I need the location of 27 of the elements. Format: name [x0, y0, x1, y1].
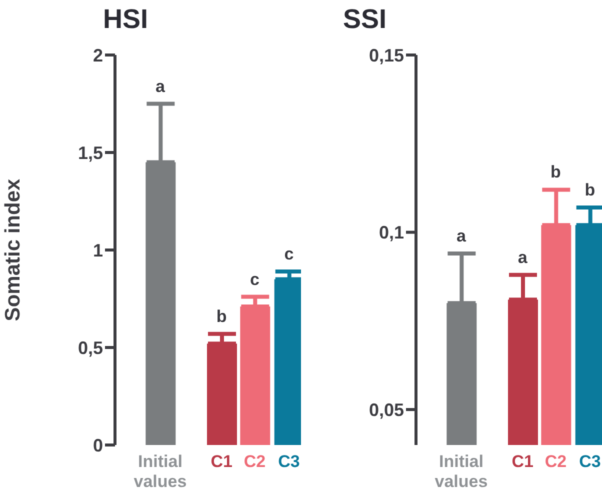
chart-title: SSI	[343, 4, 387, 35]
x-tick-label: Initial values	[434, 452, 488, 491]
chart-title: HSI	[103, 4, 148, 35]
y-tick-label: 2	[92, 45, 103, 66]
x-tick-label: Initial values	[134, 452, 187, 491]
annotation: a	[518, 248, 528, 267]
annotation: c	[284, 244, 294, 264]
annotation: b	[216, 306, 227, 326]
annotation: b	[584, 180, 596, 200]
x-tick-label: C1	[512, 452, 534, 471]
y-axis-title: Somatic index	[1, 178, 24, 322]
x-tick-label: C2	[544, 452, 567, 471]
annotation: a	[456, 226, 467, 246]
y-tick-label: 1	[92, 240, 103, 260]
y-tick-label: 0,05	[368, 400, 404, 420]
x-tick-label: C1	[210, 452, 232, 471]
x-tick-label: C2	[244, 452, 266, 471]
y-tick-label: 0,1	[378, 222, 404, 243]
y-tick-label: 0,15	[368, 45, 404, 66]
x-tick-label: C3	[579, 452, 601, 471]
annotation: a	[156, 76, 166, 96]
x-tick-label: C3	[278, 452, 300, 471]
y-tick-label: 0	[92, 435, 103, 456]
y-tick-label: 1,5	[78, 142, 103, 163]
y-tick-label: 0,5	[78, 338, 103, 358]
annotation: b	[550, 162, 561, 182]
annotation: c	[250, 270, 260, 289]
